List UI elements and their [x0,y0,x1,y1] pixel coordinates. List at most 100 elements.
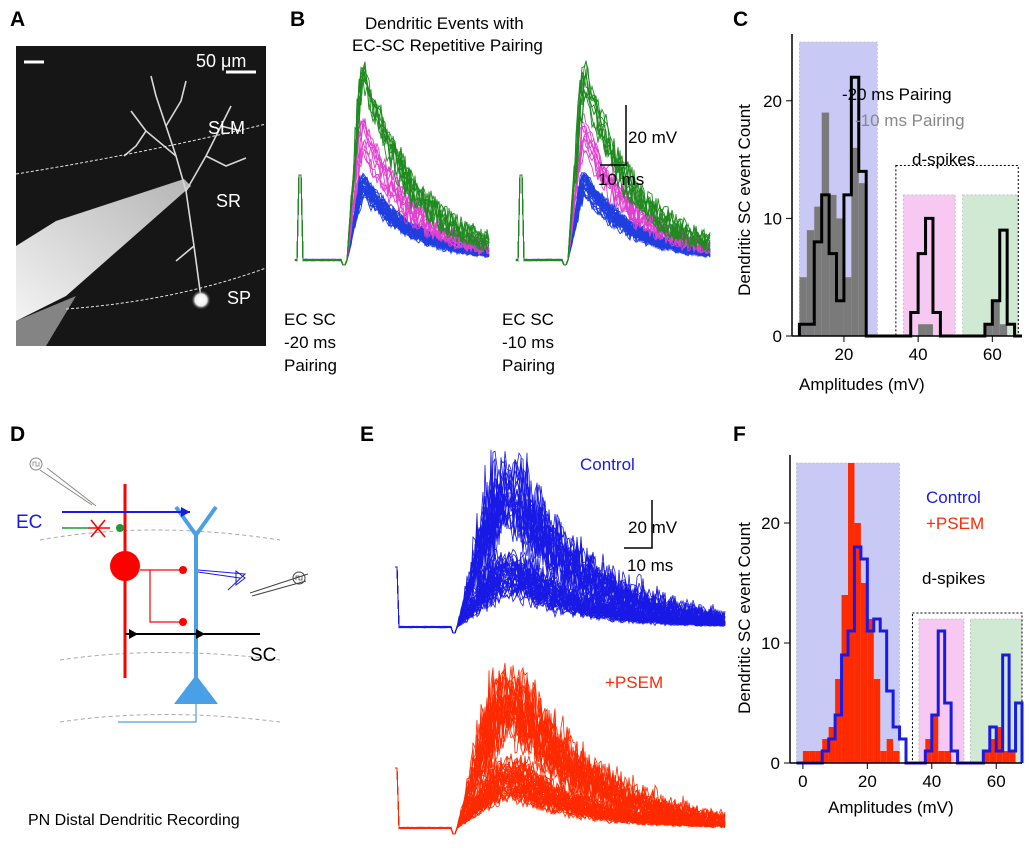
histogram-bar [836,218,844,336]
y-tick-label: 10 [763,209,782,228]
y-tick-label: 20 [763,92,782,111]
x-tick-label: 20 [858,772,877,791]
legend-minus10: -10 ms Pairing [855,111,965,130]
trace [515,71,711,266]
histogram-bar [814,206,822,336]
panel-b-left-pairing: Pairing [284,356,337,375]
x-tick-label: 40 [922,772,941,791]
histogram-bar [880,751,887,763]
y-tick-label: 10 [761,634,780,653]
histogram-bar [867,619,874,763]
panel-b-scale-h: 10 ms [598,170,645,189]
histogram-bar [821,112,830,336]
histogram-bar [1002,751,1010,763]
histogram-bar [944,751,952,763]
histogram-bar [815,751,823,763]
trace [395,560,726,634]
scale-bar-label: 50 μm [196,51,247,71]
histogram-bar [841,595,848,763]
histogram-bar [1009,751,1016,763]
panel-f-dspikes-label: d-spikes [922,569,986,588]
panel-c-dspikes-label: d-spikes [912,150,976,169]
panel-f-ylabel: Dendritic SC event Count [735,522,754,714]
histogram-outline [797,75,1022,338]
histogram-bar [802,751,810,763]
histogram-bar [829,194,837,336]
histogram-bar [848,463,855,763]
panel-e-psem-label: +PSEM [605,673,664,692]
soma [191,290,211,310]
panel-label-c: C [733,8,749,31]
histogram-bar [806,230,815,336]
recording-electrode [197,569,247,591]
panel-b-right-pairing: Pairing [502,356,555,375]
histogram-bar [918,324,926,336]
panel-b-scale-bar [600,105,627,166]
layer-label-sr: SR [216,191,242,211]
histogram-bar [938,751,945,763]
panel-label-d: D [10,423,26,446]
histogram-bar [925,324,933,336]
histogram-bar [931,715,939,763]
panel-b-left-delay: -20 ms [284,333,336,352]
d-spikes-box [911,612,1023,764]
panel-b-right-ecsc: EC SC [502,310,554,329]
slm-sr-boundary [16,123,266,175]
panel-b-title-line1: Dendritic Events with [365,14,524,33]
layer-label-slm: SLM [208,118,246,138]
x-tick-label: 60 [983,345,1002,364]
panel-e-scale-h: 10 ms [627,556,674,575]
histogram-bar [858,183,867,336]
legend-control: Control [926,488,981,507]
interneuron-soma [110,551,140,581]
panel-b-title-line2: EC-SC Repetitive Pairing [352,36,543,55]
trace [395,556,726,634]
panel-e-scale-bar [624,500,653,549]
histogram-bar [984,324,993,336]
legend-minus20: -20 ms Pairing [842,85,952,104]
panel-e-control-label: Control [580,455,635,474]
panel-e-scale-v: 20 mV [628,518,678,537]
panel-label-a: A [10,8,26,31]
histogram-bar [873,679,881,763]
panel-f-xlabel: Amplitudes (mV) [828,798,954,817]
panel-b-left-ecsc: EC SC [284,310,336,329]
panel-d-caption: PN Distal Dendritic Recording [28,812,240,829]
histogram-bar [851,147,859,336]
d-spikes-box [895,164,1019,337]
histogram-bar [996,727,1003,763]
x-tick-label: 40 [909,345,928,364]
neuron-dendrites [123,75,247,299]
micrograph-svg [16,46,266,346]
panel-b-right-delay: -10 ms [502,333,554,352]
layer-label-sp: SP [227,288,252,308]
x-tick-label: 20 [834,345,853,364]
y-tick-label: 20 [761,514,780,533]
panel-label-b: B [290,8,306,31]
histogram-bar [860,583,868,763]
histogram-bar [828,727,836,763]
histogram-bar [989,739,997,763]
ec-label: EC [16,512,43,533]
micrograph: 50 μm SLM SR SP [16,46,266,346]
panel-label-f: F [733,423,746,446]
histogram-bar [854,523,861,763]
histogram-bar [992,300,1000,336]
histogram-bar [799,277,807,336]
trace [395,691,726,835]
panel-b-scale-v: 20 mV [628,128,678,147]
histogram-bar [999,324,1008,336]
histogram-bar [983,751,990,763]
histogram-bar [893,751,900,763]
x-tick-label: 60 [987,772,1006,791]
trace [515,74,711,266]
histogram-bar [886,739,894,763]
ec-stimulator-icon [29,457,43,471]
sr-sp-boundary [65,267,266,310]
x-tick-label: 0 [798,772,807,791]
